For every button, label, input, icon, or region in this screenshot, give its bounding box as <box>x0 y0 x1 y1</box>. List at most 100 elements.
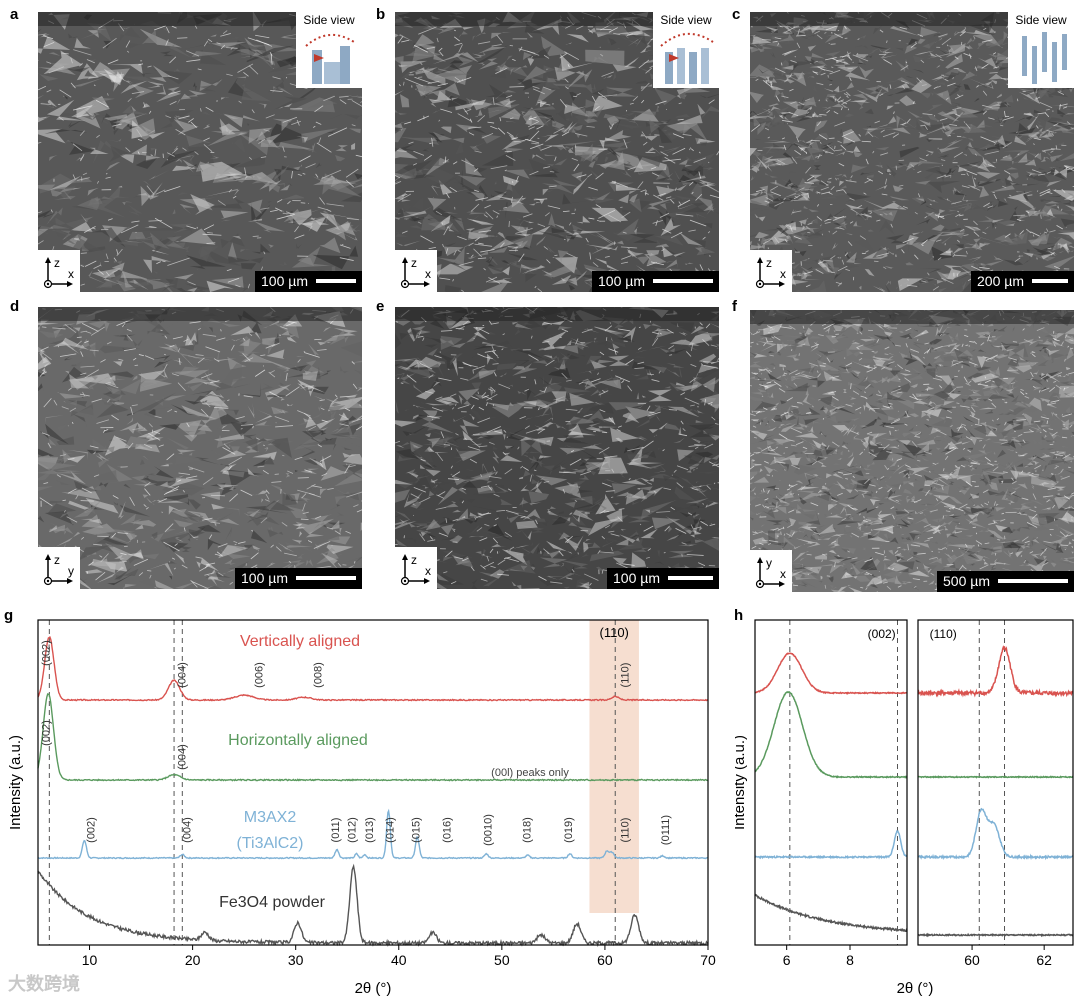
inset-diagram-c: Side view <box>1008 12 1074 88</box>
panel-letter-h: h <box>734 607 744 624</box>
panel-letter-e: e <box>376 298 385 315</box>
panel-letter-f: f <box>732 298 737 315</box>
panel-letter-b: b <box>376 6 386 23</box>
axis-v: y <box>766 556 772 570</box>
series-line <box>917 807 1074 861</box>
x-tick-label: 30 <box>288 952 304 968</box>
panel-annotation: (002) <box>868 627 896 641</box>
scale-bar-label: 100 µm <box>241 570 288 586</box>
inset-label: Side view <box>660 13 712 27</box>
sem-image-f: y x 500 µm <box>750 310 1074 592</box>
sem-image-d: z y 100 µm <box>38 307 362 589</box>
x-tick-label: 70 <box>700 952 716 968</box>
scale-bar: 100 µm <box>607 568 719 589</box>
peak-label: (0111) <box>660 815 672 845</box>
scale-bar: 500 µm <box>937 571 1074 592</box>
panel-letter-a: a <box>10 6 19 23</box>
scale-bar: 100 µm <box>592 271 719 292</box>
x-tick-label: 8 <box>846 952 854 968</box>
series-line <box>754 690 908 779</box>
panel-letter-g: g <box>4 607 14 624</box>
axis-h: y <box>68 564 74 578</box>
peak-label: (019) <box>563 817 575 843</box>
scale-bar: 100 µm <box>235 568 362 589</box>
peak-label: (012) <box>346 817 358 843</box>
series-line <box>754 830 908 860</box>
peak-label: (011) <box>330 818 342 843</box>
series-line <box>754 893 908 933</box>
peak-label: (002) <box>86 817 98 843</box>
inset-diagram-a: Side view <box>296 12 362 88</box>
axis-h: x <box>425 564 431 578</box>
peak-label: (006) <box>254 662 266 688</box>
peak-label: (110) <box>620 818 632 843</box>
x-tick-label: 60 <box>597 952 613 968</box>
scale-bar-label: 100 µm <box>261 273 308 289</box>
x-axis-label: 2θ (°) <box>355 980 392 997</box>
series-note: (00l) peaks only <box>491 767 569 779</box>
axis-indicator: z x <box>750 250 792 292</box>
plot-frame <box>754 619 908 946</box>
x-tick-label: 10 <box>82 952 98 968</box>
series-line <box>754 652 908 695</box>
axis-v: z <box>54 256 60 270</box>
series-name: Fe3O4 powder <box>219 894 326 911</box>
axis-v: z <box>411 256 417 270</box>
scale-bar-label: 500 µm <box>943 573 990 589</box>
x-axis-label: 2θ (°) <box>897 980 934 997</box>
scale-bar-label: 100 µm <box>598 273 645 289</box>
highlight-label: (110) <box>600 625 629 640</box>
peak-label: (004) <box>176 744 188 770</box>
inset-label: Side view <box>303 13 355 27</box>
series-name: Horizontally aligned <box>228 732 368 749</box>
peak-label: (002) <box>40 640 52 666</box>
xrd-chart-h: 6 8 (002) 60 62 (110) 2θ (°) Intensity (a.u.) <box>735 619 1074 997</box>
scale-bar-label: 100 µm <box>613 570 660 586</box>
plot-frame <box>37 619 709 946</box>
axis-v: z <box>766 256 772 270</box>
y-axis-label: Intensity (a.u.) <box>735 735 748 830</box>
x-tick-label: 20 <box>185 952 201 968</box>
axis-h: x <box>780 567 786 581</box>
xrd-chart-g: (110) (002) (004) (006) (008) (110) (002) (004)… <box>7 619 716 997</box>
peak-label: (014) <box>385 817 397 843</box>
panel-annotation: (110) <box>930 627 957 641</box>
axis-indicator: z y <box>38 547 80 589</box>
x-tick-label: 60 <box>964 952 980 968</box>
peak-label: (002) <box>40 720 52 746</box>
scale-bar: 100 µm <box>255 271 362 292</box>
series-line <box>37 808 709 860</box>
peak-label: (004) <box>176 662 188 688</box>
series-line <box>917 932 1074 938</box>
sem-image-b: Side view z x 100 µm <box>395 12 719 292</box>
x-tick-label: 40 <box>391 952 407 968</box>
axis-h: x <box>780 267 786 281</box>
peak-label: (013) <box>364 817 376 843</box>
peak-label: (018) <box>522 817 534 843</box>
sem-image-e: z x 100 µm <box>395 307 719 589</box>
scale-bar-label: 200 µm <box>977 273 1024 289</box>
axis-v: z <box>54 553 60 567</box>
axis-indicator: z x <box>395 250 437 292</box>
panel-letter-d: d <box>10 298 20 315</box>
inset-label: Side view <box>1015 13 1067 27</box>
plot-frame <box>917 619 1074 946</box>
x-tick-label: 62 <box>1036 952 1052 968</box>
highlight-band <box>589 620 639 913</box>
series-line <box>37 636 709 702</box>
x-tick-label: 6 <box>783 952 791 968</box>
axis-h: x <box>425 267 431 281</box>
x-tick-label: 50 <box>494 952 510 968</box>
axis-indicator: z x <box>38 250 80 292</box>
series-name: Vertically aligned <box>240 633 360 650</box>
peak-label: (016) <box>441 817 453 843</box>
series-name: M3AX2 <box>244 809 297 826</box>
y-axis-label: Intensity (a.u.) <box>7 735 24 830</box>
inset-diagram-b: Side view <box>653 12 719 88</box>
watermark: 大数跨境 <box>8 974 80 994</box>
axis-indicator: y x <box>750 550 792 592</box>
series-line <box>917 645 1074 698</box>
scale-bar: 200 µm <box>971 271 1074 292</box>
peak-label: (008) <box>312 662 324 688</box>
panel-letter-c: c <box>732 6 741 23</box>
